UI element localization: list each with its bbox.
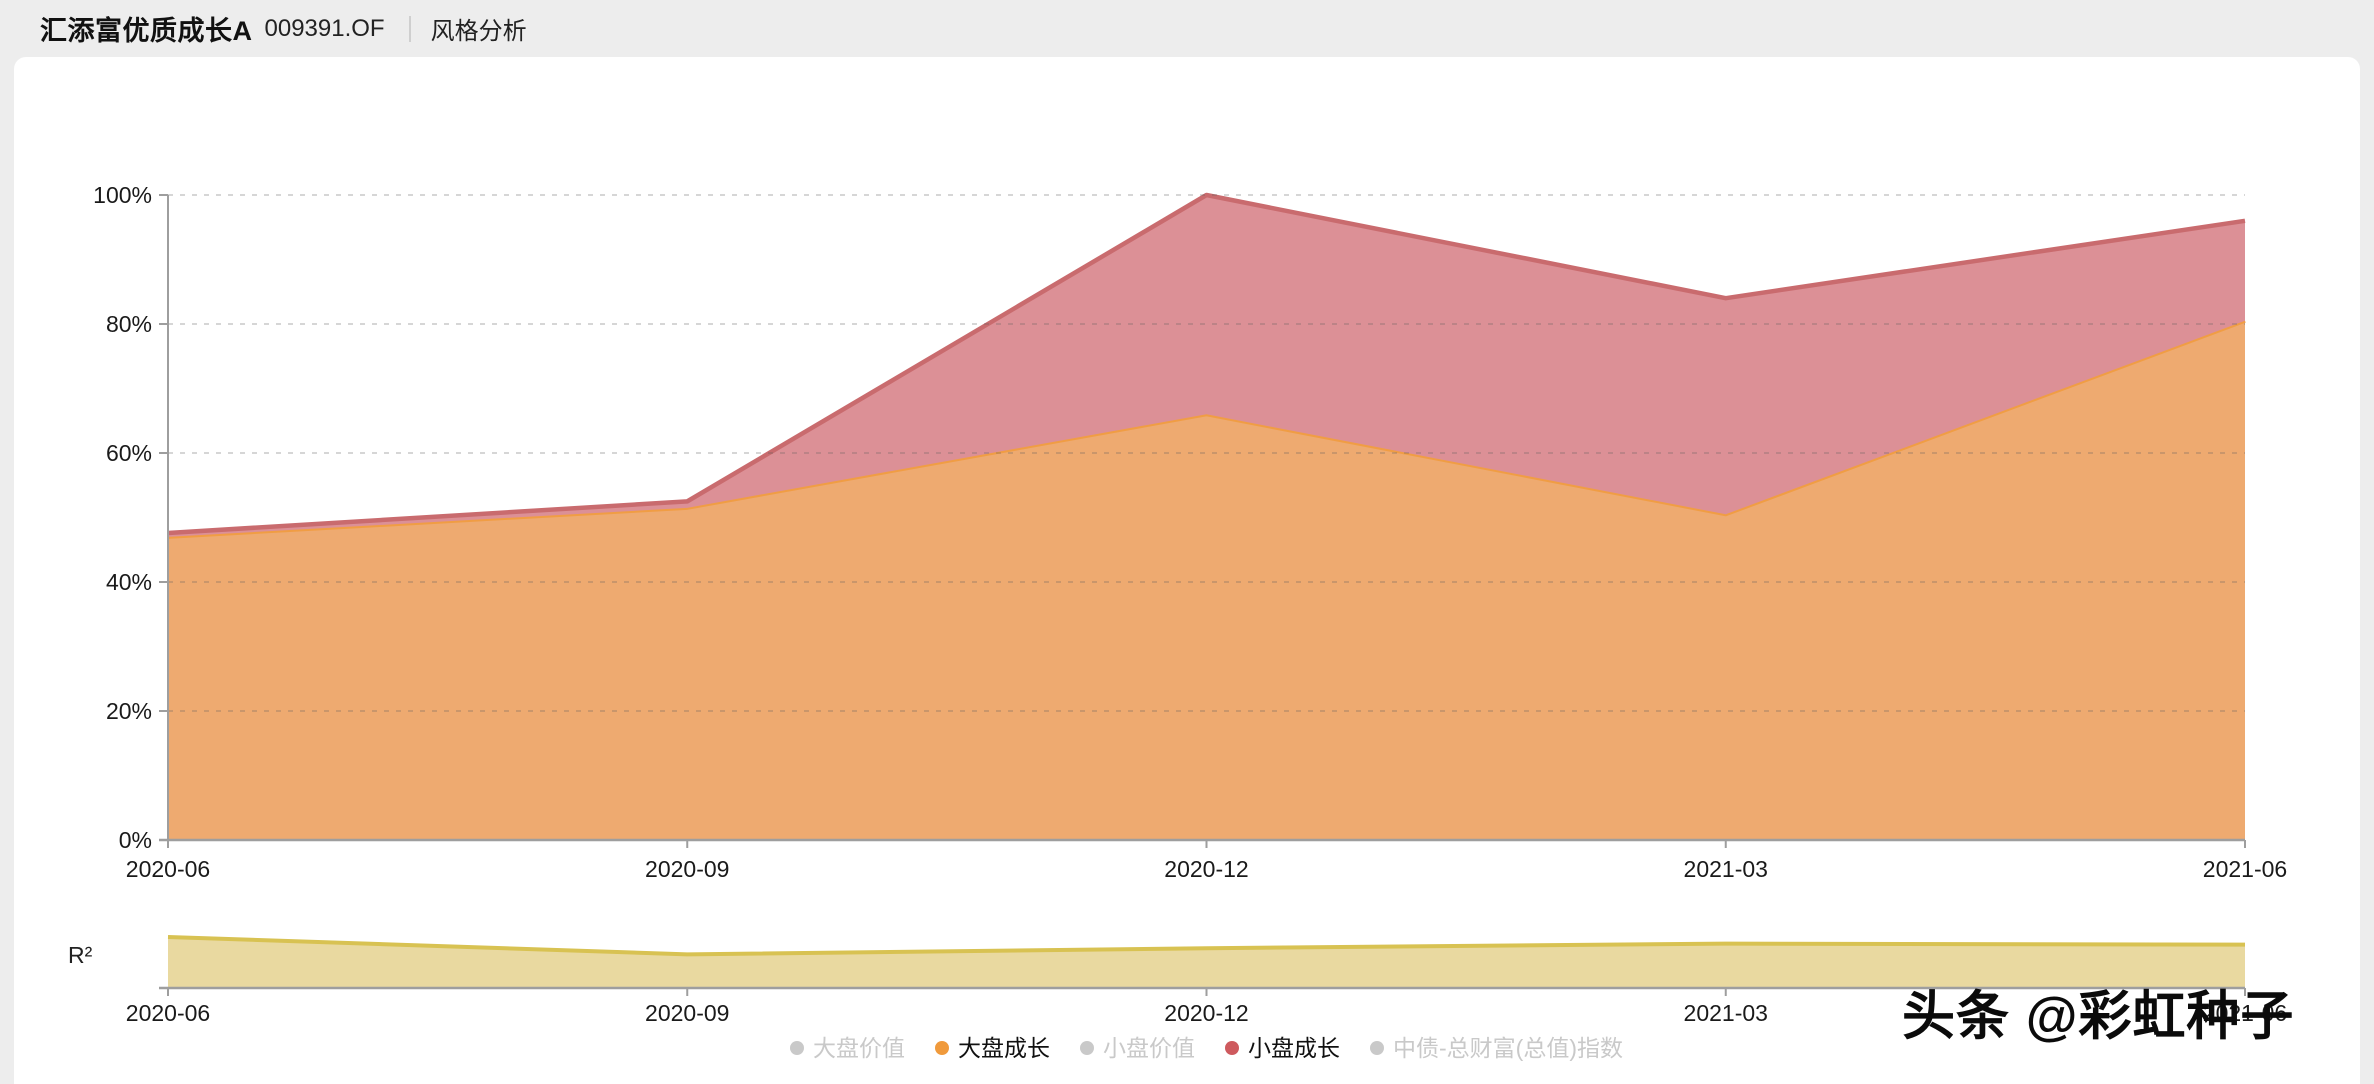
legend-dot-small-cap-value <box>1080 1041 1094 1055</box>
legend-dot-large-cap-value <box>790 1041 804 1055</box>
r2-x-tick-label: 2021-06 <box>2203 1000 2287 1026</box>
page-title: 风格分析 <box>430 18 527 45</box>
y-tick-label: 100% <box>93 182 152 208</box>
fund-code: 009391.OF <box>264 14 385 42</box>
x-tick-label: 2020-06 <box>126 856 210 882</box>
legend-label-chinabond-total-wealth-index: 中债-总财富(总值)指数 <box>1393 1034 1623 1061</box>
fund-name: 汇添富优质成长A <box>40 16 253 46</box>
r2-x-tick-label: 2020-12 <box>1164 1000 1248 1026</box>
header: 汇添富优质成长A 009391.OF 风格分析 <box>40 0 2374 57</box>
y-tick-label: 60% <box>106 440 152 466</box>
x-tick-label: 2020-09 <box>645 856 729 882</box>
line-small-cap-growth <box>167 192 2246 536</box>
legend-dot-large-cap-growth <box>935 1041 949 1055</box>
line-r2 <box>167 935 2246 957</box>
x-tick-label: 2021-03 <box>1684 856 1768 882</box>
legend-item-chinabond-total-wealth-index[interactable]: 中债-总财富(总值)指数 <box>1370 1034 1623 1061</box>
legend-item-small-cap-growth[interactable]: 小盘成长 <box>1225 1034 1340 1061</box>
area-large-cap-growth <box>168 320 2245 840</box>
y-tick-label: 20% <box>106 698 152 724</box>
chart-legend: 大盘价值 大盘成长 小盘价值 小盘成长 中债-总财富(总值)指数 <box>168 1030 2245 1066</box>
r2-axis-label: R² <box>68 942 93 968</box>
legend-label-small-cap-value: 小盘价值 <box>1103 1034 1195 1061</box>
legend-dot-chinabond-total-wealth-index <box>1370 1041 1384 1055</box>
y-tick-label: 0% <box>119 827 152 853</box>
legend-item-large-cap-growth[interactable]: 大盘成长 <box>935 1034 1050 1061</box>
area-r2 <box>168 937 2245 988</box>
legend-item-large-cap-value[interactable]: 大盘价值 <box>790 1034 905 1061</box>
x-tick-label: 2021-06 <box>2203 856 2287 882</box>
watermark: 头条 @彩虹种子 <box>1902 987 2295 1046</box>
legend-item-small-cap-value[interactable]: 小盘价值 <box>1080 1034 1195 1061</box>
legend-label-large-cap-value: 大盘价值 <box>813 1034 905 1061</box>
r2-x-tick-label: 2020-09 <box>645 1000 729 1026</box>
y-tick-label: 80% <box>106 311 152 337</box>
r2-x-tick-label: 2021-03 <box>1684 1000 1768 1026</box>
y-tick-label: 40% <box>106 569 152 595</box>
r2-x-tick-label: 2020-06 <box>126 1000 210 1026</box>
legend-label-small-cap-growth: 小盘成长 <box>1248 1034 1340 1061</box>
header-divider <box>408 15 411 42</box>
area-small-cap-growth <box>168 195 2245 537</box>
legend-label-large-cap-growth: 大盘成长 <box>958 1034 1050 1061</box>
legend-dot-small-cap-growth <box>1225 1041 1239 1055</box>
x-tick-label: 2020-12 <box>1164 856 1248 882</box>
